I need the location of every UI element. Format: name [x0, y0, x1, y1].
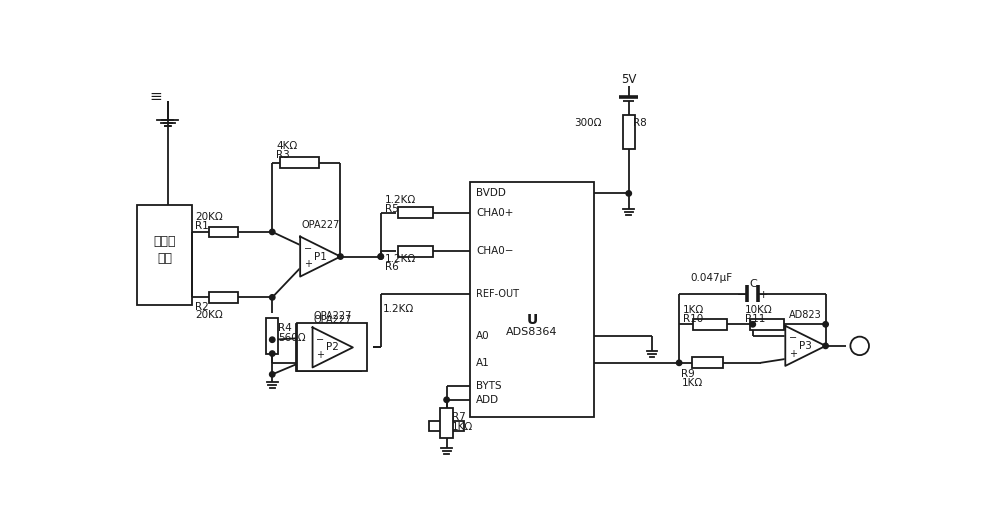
Bar [209, 227, 238, 237]
Text: 1.2KΩ: 1.2KΩ [383, 304, 414, 314]
Text: 5V: 5V [621, 73, 636, 86]
Text: P2: P2 [326, 342, 339, 352]
Text: ≡: ≡ [150, 89, 162, 104]
Text: +: + [759, 290, 768, 300]
Text: +: + [789, 349, 797, 358]
Bar [266, 318, 278, 354]
Text: R4: R4 [278, 323, 292, 333]
Polygon shape [313, 327, 353, 367]
Text: 1KΩ: 1KΩ [683, 305, 704, 315]
Text: OPA227: OPA227 [301, 220, 339, 230]
Text: R6: R6 [385, 262, 398, 271]
Text: +: + [304, 259, 312, 269]
Text: U: U [526, 314, 538, 328]
Text: BVDD: BVDD [476, 189, 506, 199]
Circle shape [338, 254, 343, 259]
Text: 1.2KΩ: 1.2KΩ [385, 254, 416, 264]
Bar [429, 420, 464, 431]
Circle shape [626, 191, 631, 196]
Bar [398, 207, 433, 218]
Bar [209, 292, 238, 303]
Bar [137, 205, 192, 305]
Bar [693, 319, 727, 330]
Circle shape [750, 321, 755, 327]
Text: −: − [789, 333, 797, 343]
Text: ADS8364: ADS8364 [506, 327, 558, 337]
Text: 560Ω: 560Ω [278, 333, 306, 343]
Polygon shape [785, 326, 826, 366]
Text: CHA0−: CHA0− [476, 246, 514, 256]
Text: R7: R7 [452, 412, 466, 421]
Text: 20KΩ: 20KΩ [195, 212, 222, 221]
Text: 20KΩ: 20KΩ [195, 310, 222, 320]
Circle shape [270, 295, 275, 300]
Text: R8: R8 [633, 118, 646, 128]
Text: R5: R5 [385, 204, 398, 214]
Bar [296, 324, 361, 370]
Text: 1KΩ: 1KΩ [681, 378, 703, 388]
Bar [470, 182, 594, 417]
Bar [297, 323, 367, 370]
Text: R1: R1 [195, 221, 208, 231]
Text: AD823: AD823 [789, 309, 822, 320]
Circle shape [676, 360, 682, 366]
Text: C: C [749, 279, 757, 289]
Text: −: − [316, 334, 325, 345]
Text: OPA227: OPA227 [314, 316, 352, 326]
Text: 1.2KΩ: 1.2KΩ [385, 194, 416, 205]
Text: P3: P3 [799, 341, 812, 351]
Text: BYTS: BYTS [476, 381, 502, 391]
Bar [440, 408, 453, 438]
Bar [280, 157, 319, 168]
Text: R2: R2 [195, 302, 208, 313]
Circle shape [270, 229, 275, 234]
Circle shape [823, 321, 828, 327]
Text: R3: R3 [276, 150, 290, 160]
Text: 感器: 感器 [157, 252, 172, 265]
Text: R11: R11 [745, 314, 765, 324]
Text: 0.047μF: 0.047μF [691, 273, 733, 283]
Circle shape [270, 351, 275, 356]
Circle shape [823, 343, 828, 349]
Text: R10: R10 [683, 314, 703, 324]
Text: A0: A0 [476, 331, 490, 341]
Bar [398, 246, 433, 256]
Polygon shape [300, 237, 340, 277]
Bar [750, 319, 784, 330]
Text: R9: R9 [681, 369, 695, 379]
Text: 1KΩ: 1KΩ [452, 421, 473, 432]
Text: 4KΩ: 4KΩ [276, 141, 297, 151]
Text: 扭矩传: 扭矩传 [153, 235, 176, 249]
Text: P1: P1 [314, 252, 327, 262]
Circle shape [444, 397, 449, 403]
Text: 300Ω: 300Ω [574, 118, 602, 128]
Text: +: + [316, 350, 324, 360]
Circle shape [270, 371, 275, 377]
Circle shape [378, 254, 383, 259]
Text: −: − [304, 244, 312, 254]
Bar [692, 357, 723, 368]
Text: 10KΩ: 10KΩ [745, 305, 773, 315]
Text: −: − [737, 290, 747, 300]
Circle shape [378, 254, 383, 259]
Text: ADD: ADD [476, 395, 499, 405]
Text: REF-OUT: REF-OUT [476, 289, 519, 299]
Text: OPA227: OPA227 [314, 311, 352, 321]
Text: CHA0+: CHA0+ [476, 208, 513, 218]
Bar [623, 115, 635, 149]
Text: A1: A1 [476, 358, 490, 368]
Circle shape [270, 337, 275, 342]
